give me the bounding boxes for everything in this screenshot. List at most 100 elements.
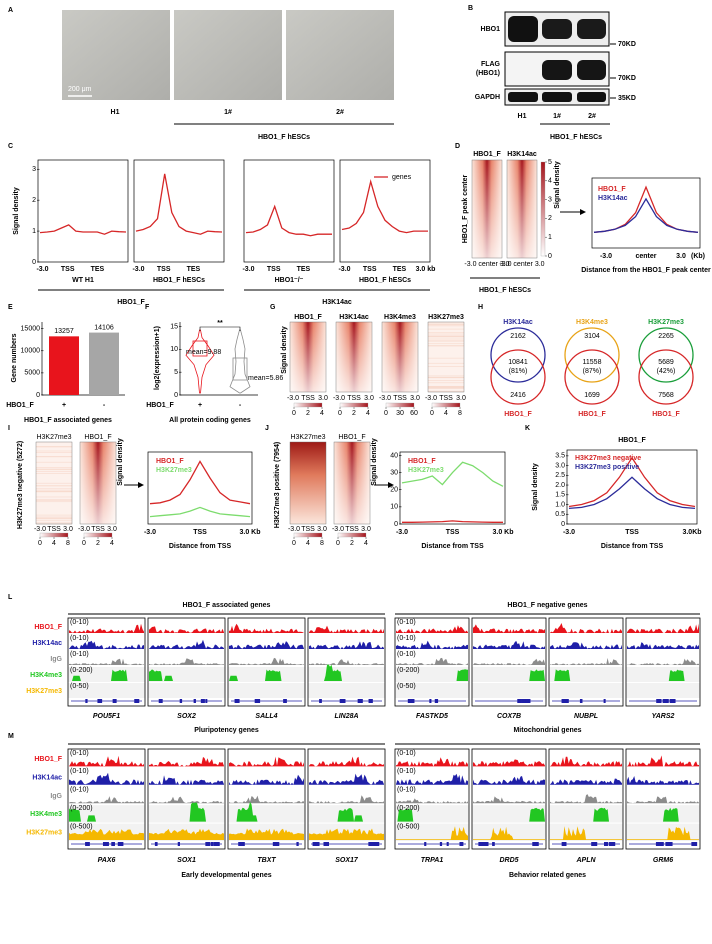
track-signal xyxy=(627,658,699,665)
group-caption: Early developmental genes xyxy=(181,872,271,879)
gene-exon xyxy=(357,699,363,703)
group-caption: Mitochondrial genes xyxy=(513,727,581,734)
colorbar-tick-label: 4 xyxy=(52,540,56,547)
track-signal xyxy=(69,808,144,822)
heatmap-streak xyxy=(428,340,464,342)
profile-line xyxy=(149,506,251,518)
gene-exon xyxy=(111,842,115,846)
gene-exon xyxy=(97,699,103,703)
venn-circle xyxy=(490,349,546,405)
heatmap-x-label: 3.0 xyxy=(318,395,328,402)
heatmap-streak xyxy=(428,377,464,379)
gene-exon xyxy=(655,842,660,846)
gene-exon xyxy=(283,699,287,703)
plot-frame xyxy=(147,451,253,525)
panel-letter: L xyxy=(8,594,13,601)
plot-frame xyxy=(243,159,335,263)
track-signal xyxy=(550,623,622,633)
x-axis-title: Distance from TSS xyxy=(421,543,484,550)
track-range: (0-10) xyxy=(70,750,89,757)
plot-frame xyxy=(37,159,129,263)
y-tick-label: 15 xyxy=(170,323,178,330)
track-label: H3K27me3 xyxy=(26,688,62,695)
x-tick-label: + xyxy=(62,402,66,409)
profile-line xyxy=(568,456,696,508)
gene-name: PAX6 xyxy=(98,857,116,864)
colorbar-tick-label: 30 xyxy=(396,410,404,417)
gene-exon xyxy=(658,842,664,846)
track-range: (0-10) xyxy=(70,635,89,642)
track-bg xyxy=(549,823,623,841)
gene-exon xyxy=(368,699,373,703)
venn-count: 3104 xyxy=(584,333,600,340)
gene-exon xyxy=(117,842,124,846)
heatmap-streak xyxy=(428,322,464,324)
x-tick-label: - xyxy=(239,402,242,409)
heatmap-streak xyxy=(36,518,72,519)
y-tick-label: 3.0 xyxy=(555,462,565,469)
plot-frame xyxy=(591,177,701,249)
colorbar-tick-label: 2 xyxy=(352,410,356,417)
y-axis-label: log2(expression+1) xyxy=(154,326,161,390)
legend-label: HBO1_F xyxy=(598,186,626,193)
profile-line xyxy=(593,197,699,233)
heatmap-title: H3K27me3 xyxy=(290,434,325,441)
heatmap-title: H3K27me3 xyxy=(36,434,71,441)
heatmap-streak xyxy=(36,468,72,470)
heatmap-x-label: TSS xyxy=(301,526,315,533)
heatmap-streak xyxy=(428,325,464,327)
track-signal xyxy=(149,658,224,665)
panel-letter: C xyxy=(8,143,13,150)
heatmap-streak xyxy=(36,517,72,519)
heatmap-fade xyxy=(334,442,370,524)
track-signal xyxy=(149,796,224,804)
panel-letter: B xyxy=(468,5,473,12)
heatmap-streak xyxy=(36,450,72,452)
track-bg xyxy=(308,667,385,682)
colorbar-tick-label: 0 xyxy=(430,410,434,417)
y-tick-label: 0 xyxy=(394,521,398,528)
scale-label: 200 μm xyxy=(68,86,92,93)
y-tick-label: 10000 xyxy=(21,348,41,355)
heatmap-streak xyxy=(36,456,72,457)
heatmap-streak xyxy=(428,380,464,381)
micrograph xyxy=(286,10,394,100)
x-tick-label: + xyxy=(198,402,202,409)
panel-letter: H xyxy=(478,304,483,311)
gene-exon xyxy=(439,842,443,846)
track-signal xyxy=(550,642,622,649)
track-bg xyxy=(395,805,469,823)
x-axis-title: Distance from TSS xyxy=(169,543,232,550)
track-bg xyxy=(626,683,700,698)
x-tick-label: 3.0 kb xyxy=(416,266,436,273)
x-tick-label: center xyxy=(635,253,656,260)
heatmap-x-label: TSS xyxy=(91,526,105,533)
heatmap-streak xyxy=(36,514,72,516)
subplot-title: HBO1_F xyxy=(618,437,646,444)
track-signal xyxy=(309,664,384,681)
heatmap-streak xyxy=(36,491,72,493)
value-label: 13257 xyxy=(54,328,74,335)
heatmap-streak xyxy=(428,387,464,389)
heatmap-fade xyxy=(290,322,326,392)
heatmap-streak xyxy=(36,446,72,447)
plot-frame xyxy=(339,159,431,263)
heatmap-x-label: 3.0 xyxy=(456,395,466,402)
gene-name: SOX1 xyxy=(177,857,196,864)
gene-exon xyxy=(603,842,609,846)
blot-band xyxy=(508,92,538,102)
violin-box xyxy=(232,357,248,381)
colorbar-tick-label: 8 xyxy=(66,540,70,547)
track-signal xyxy=(396,798,468,804)
gene-exon xyxy=(323,842,330,846)
track-label: IgG xyxy=(50,656,62,663)
gene-exon xyxy=(424,842,427,846)
track-label: H3K14ac xyxy=(32,640,62,647)
track-signal xyxy=(396,669,468,681)
track-range: (0-50) xyxy=(70,683,89,690)
gene-exon xyxy=(434,699,439,703)
gene-exon xyxy=(154,842,158,846)
venn-percent: (87%) xyxy=(583,368,602,375)
track-signal xyxy=(473,669,545,681)
track-signal xyxy=(627,669,699,681)
